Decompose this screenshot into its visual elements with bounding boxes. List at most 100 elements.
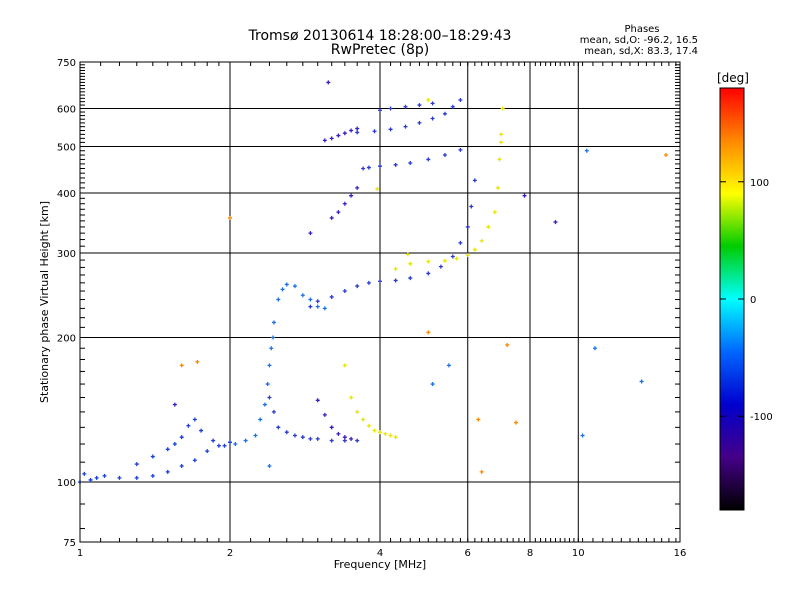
data-point [438,264,443,269]
data-point [276,297,281,302]
colorbar-ticks: 100 0 -100 [720,178,773,423]
x-tick-labels: 1 2 4 6 8 10 16 [77,548,687,559]
data-point [388,433,393,438]
data-point [664,153,669,158]
data-point [450,104,455,109]
data-point [186,423,191,428]
y-tick-label: 400 [57,189,76,200]
scatter-points [78,80,669,485]
x-tick-label: 1 [77,548,83,559]
data-point [336,431,341,436]
data-point [403,124,408,129]
data-point [82,471,87,476]
data-point [383,431,388,436]
data-point [349,128,354,133]
data-point [336,133,341,138]
data-point [426,98,431,103]
x-tick-label: 10 [572,548,585,559]
data-point [388,127,393,132]
data-point [300,435,305,440]
data-point [228,215,232,220]
chart-subtitle: RwPretec (8p) [331,42,429,58]
data-point [405,252,410,257]
data-point [102,473,107,478]
data-point [258,417,263,422]
data-point [308,304,313,309]
data-point [639,379,644,384]
data-point [265,382,270,387]
data-point [300,293,305,298]
x-tick-label: 16 [674,548,687,559]
y-tick-label: 750 [57,58,76,69]
data-point [199,428,204,433]
data-point [580,433,585,438]
data-point [134,475,139,480]
stats-line-x: mean, sd,X: 83.3, 17.4 [584,46,698,57]
colorbar-tick-label: -100 [750,412,773,423]
data-point [271,335,276,340]
data-point [479,469,484,474]
data-point [342,201,347,206]
data-point [355,185,360,190]
data-point [454,256,459,261]
data-point [393,278,398,283]
data-point [469,204,474,209]
data-point [472,247,477,252]
data-point [426,271,431,276]
y-tick-label: 75 [63,538,76,549]
data-point [458,240,463,245]
data-point [450,254,455,259]
data-point [315,398,320,403]
y-tick-label: 600 [57,105,76,116]
data-point [342,131,347,136]
data-point [150,473,155,478]
data-point [222,443,227,448]
data-point [378,430,382,435]
data-point [308,231,313,236]
data-point [179,363,184,368]
data-point [192,417,197,422]
data-point [150,454,155,459]
data-point [349,436,354,441]
x-axis-label: Frequency [MHz] [334,558,426,571]
data-point [584,148,589,153]
data-point [408,276,413,281]
data-point [308,297,313,302]
data-point [349,193,354,198]
data-point [216,443,221,448]
data-point [315,304,320,309]
data-point [403,104,408,109]
data-point [446,363,451,368]
data-point [366,165,371,170]
data-point [458,98,463,103]
data-point [366,423,371,428]
data-point [366,280,371,285]
data-point [372,428,377,433]
data-point [228,440,232,445]
data-point [372,129,377,134]
data-point [465,224,470,229]
colorbar-tick-label: 0 [750,295,756,306]
data-point [342,363,347,368]
data-point [361,166,366,171]
data-point [322,138,327,143]
x-tick-label: 8 [527,548,533,559]
data-point [267,395,272,400]
data-point [442,153,447,158]
data-point [408,161,413,166]
data-point [329,215,334,220]
data-point [479,238,484,243]
stats-title: Phases [624,24,659,35]
data-point [292,433,297,438]
data-point [388,106,393,111]
data-point [430,116,435,121]
data-point [442,258,447,263]
y-tick-label: 300 [57,249,76,260]
data-point [355,130,360,135]
data-point [195,359,200,364]
data-point [253,433,258,438]
data-point [472,178,477,183]
data-point [495,185,500,190]
data-point [375,186,380,191]
